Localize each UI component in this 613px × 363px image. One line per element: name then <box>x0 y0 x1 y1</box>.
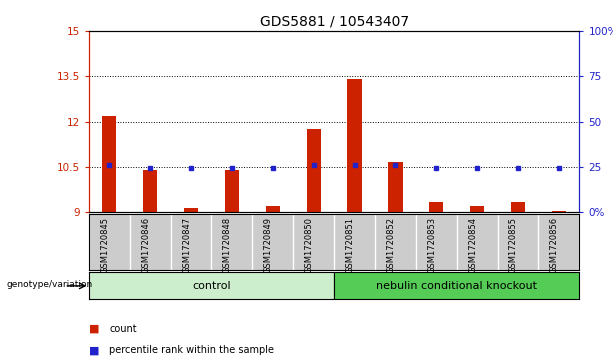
Text: GSM1720846: GSM1720846 <box>141 217 150 273</box>
Bar <box>429 202 443 212</box>
Text: count: count <box>109 323 137 334</box>
Text: GSM1720851: GSM1720851 <box>346 217 354 273</box>
Text: control: control <box>192 281 231 291</box>
Title: GDS5881 / 10543407: GDS5881 / 10543407 <box>259 14 409 28</box>
Bar <box>184 208 198 212</box>
Text: GSM1720845: GSM1720845 <box>101 217 109 273</box>
Text: GSM1720855: GSM1720855 <box>509 217 518 273</box>
Bar <box>552 211 566 212</box>
Text: GSM1720852: GSM1720852 <box>386 217 395 273</box>
Text: genotype/variation: genotype/variation <box>6 280 93 289</box>
Bar <box>334 272 579 299</box>
Text: GSM1720849: GSM1720849 <box>264 217 273 273</box>
Text: GSM1720850: GSM1720850 <box>305 217 314 273</box>
Bar <box>89 272 334 299</box>
Text: ■: ■ <box>89 323 99 334</box>
Bar <box>511 202 525 212</box>
Text: ■: ■ <box>89 345 99 355</box>
Text: GSM1720854: GSM1720854 <box>468 217 477 273</box>
Text: GSM1720847: GSM1720847 <box>182 217 191 273</box>
Bar <box>388 163 403 212</box>
Bar <box>470 206 484 212</box>
Bar <box>225 170 239 212</box>
Text: percentile rank within the sample: percentile rank within the sample <box>109 345 274 355</box>
Bar <box>265 206 280 212</box>
Text: GSM1720853: GSM1720853 <box>427 217 436 273</box>
Bar <box>102 115 116 212</box>
Text: GSM1720856: GSM1720856 <box>550 217 559 273</box>
Text: GSM1720848: GSM1720848 <box>223 217 232 273</box>
Bar <box>348 79 362 212</box>
Text: nebulin conditional knockout: nebulin conditional knockout <box>376 281 537 291</box>
Bar <box>143 170 158 212</box>
Bar <box>306 129 321 212</box>
